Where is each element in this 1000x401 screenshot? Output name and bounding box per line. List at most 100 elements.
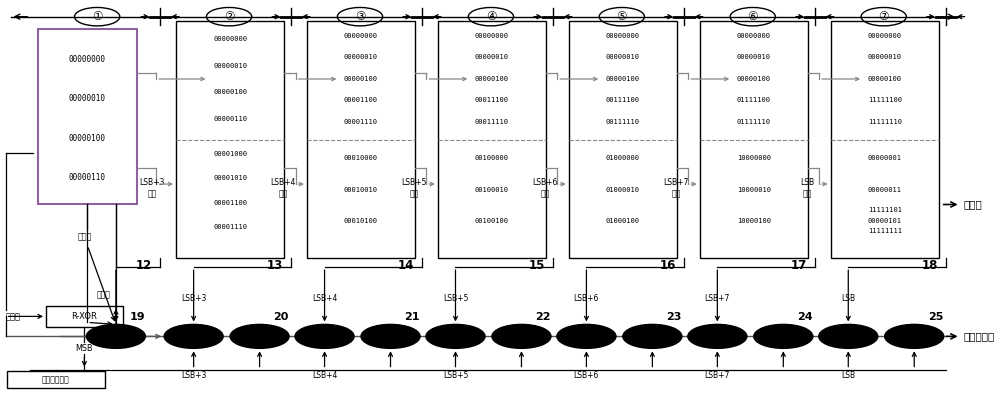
Text: 00000100: 00000100 (69, 134, 106, 143)
Text: 00111100: 00111100 (606, 97, 640, 103)
Text: 低三位: 低三位 (77, 233, 91, 242)
Text: LSB+3: LSB+3 (181, 294, 206, 303)
Text: 24: 24 (797, 312, 813, 322)
Text: 00001110: 00001110 (344, 119, 378, 125)
Text: ②: ② (224, 10, 234, 23)
Text: 低三位: 低三位 (6, 312, 21, 321)
Text: 00000110: 00000110 (213, 116, 247, 122)
Text: LSB+3
翻转: LSB+3 翻转 (140, 178, 165, 198)
Text: 00000000: 00000000 (213, 36, 247, 42)
Bar (569, 21, 677, 258)
Circle shape (230, 324, 289, 348)
Text: 10000010: 10000010 (737, 186, 771, 192)
Text: 19: 19 (130, 312, 145, 322)
Text: XOR: XOR (446, 332, 464, 341)
Text: 25: 25 (928, 312, 944, 322)
Text: ⑦: ⑦ (878, 10, 889, 23)
Text: 00001100: 00001100 (344, 97, 378, 103)
Text: 00001100: 00001100 (213, 200, 247, 206)
Text: LSB+3: LSB+3 (181, 371, 206, 380)
Text: ④: ④ (486, 10, 496, 23)
Text: 00010100: 00010100 (344, 218, 378, 224)
Text: 01000000: 01000000 (606, 155, 640, 161)
Text: 00000010: 00000010 (606, 54, 640, 60)
Text: 01000100: 01000100 (606, 218, 640, 224)
Text: AND: AND (381, 332, 400, 341)
Text: 13: 13 (267, 259, 283, 272)
Text: 00000110: 00000110 (69, 173, 106, 182)
Circle shape (426, 324, 485, 348)
Text: LSB: LSB (841, 294, 855, 303)
Text: 00000100: 00000100 (475, 76, 509, 82)
Text: LSB+6
翻转: LSB+6 翻转 (532, 178, 558, 198)
Text: AND: AND (905, 332, 924, 341)
Circle shape (164, 324, 223, 348)
Text: 01000010: 01000010 (606, 186, 640, 192)
Circle shape (86, 324, 145, 348)
Text: XOR: XOR (185, 332, 203, 341)
Text: XOR: XOR (708, 332, 726, 341)
Text: 00000100: 00000100 (737, 76, 771, 82)
Text: 00000001: 00000001 (868, 155, 902, 161)
Text: LSB: LSB (841, 371, 855, 380)
Circle shape (361, 324, 420, 348)
Text: XOR: XOR (577, 332, 595, 341)
Text: AND: AND (643, 332, 662, 341)
Text: LSB+5: LSB+5 (443, 371, 468, 380)
Text: 20: 20 (274, 312, 289, 322)
Text: 00000010: 00000010 (475, 54, 509, 60)
Text: 00000000: 00000000 (475, 33, 509, 39)
Text: 18: 18 (921, 259, 938, 272)
Text: 00100000: 00100000 (475, 155, 509, 161)
Text: ①: ① (92, 10, 102, 23)
Text: 11111110: 11111110 (868, 119, 902, 125)
Bar (7, 371, 105, 388)
Text: 00000011: 00000011 (868, 186, 902, 192)
Text: 00000100: 00000100 (213, 89, 247, 95)
Text: 00100100: 00100100 (475, 218, 509, 224)
Text: 00000010: 00000010 (868, 54, 902, 60)
Text: AND: AND (512, 332, 531, 341)
Text: 00011110: 00011110 (475, 119, 509, 125)
Text: 低三位: 低三位 (97, 290, 111, 299)
Text: 12: 12 (136, 259, 152, 272)
Text: AND: AND (250, 332, 269, 341)
Bar (438, 21, 546, 258)
Text: 00000000: 00000000 (606, 33, 640, 39)
Circle shape (754, 324, 813, 348)
Text: ⑤: ⑤ (617, 10, 627, 23)
Text: MSB: MSB (76, 344, 93, 353)
Text: 00000010: 00000010 (69, 95, 106, 103)
Text: 00000000: 00000000 (69, 55, 106, 65)
Text: ⑥: ⑥ (748, 10, 758, 23)
Text: 10000000: 10000000 (737, 155, 771, 161)
Text: LSB+7: LSB+7 (705, 371, 730, 380)
Text: 22: 22 (535, 312, 551, 322)
Text: 00000010: 00000010 (344, 54, 378, 60)
Text: 00010010: 00010010 (344, 186, 378, 192)
Bar (176, 21, 284, 258)
Text: LSB+6: LSB+6 (574, 371, 599, 380)
Text: 00000101: 00000101 (868, 218, 902, 224)
Bar (38, 28, 137, 205)
Text: 00010000: 00010000 (344, 155, 378, 161)
Text: 14: 14 (398, 259, 414, 272)
Text: LSB+5: LSB+5 (443, 294, 468, 303)
Circle shape (557, 324, 616, 348)
Text: LSB+6: LSB+6 (574, 294, 599, 303)
Text: 01111110: 01111110 (737, 119, 771, 125)
Text: AND: AND (774, 332, 793, 341)
Circle shape (885, 324, 944, 348)
Text: 00000100: 00000100 (344, 76, 378, 82)
Text: 00000100: 00000100 (606, 76, 640, 82)
Text: LSB+4: LSB+4 (312, 371, 337, 380)
Text: 00000010: 00000010 (213, 63, 247, 69)
Text: 00000100: 00000100 (868, 76, 902, 82)
Bar (307, 21, 415, 258)
Text: 11111101: 11111101 (868, 207, 902, 213)
Text: LSB+4: LSB+4 (312, 294, 337, 303)
Text: 00100010: 00100010 (475, 186, 509, 192)
Text: LSB+5
翻转: LSB+5 翻转 (401, 178, 427, 198)
Text: 11111111: 11111111 (868, 229, 902, 235)
Text: 状态码: 状态码 (963, 199, 982, 209)
